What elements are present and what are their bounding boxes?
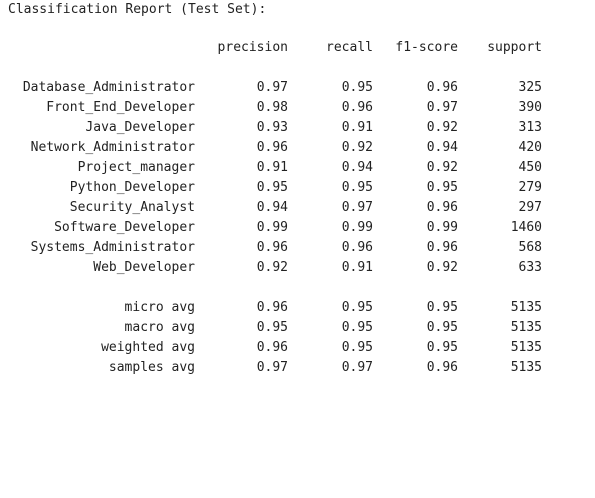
recall-value: 0.96 xyxy=(341,100,373,115)
row-label: weighted avg xyxy=(101,340,195,355)
precision-value: 0.96 xyxy=(256,240,288,255)
support-value: 5135 xyxy=(510,320,542,335)
class-rows: Database_Administrator 0.97 0.95 0.96 32… xyxy=(8,78,595,278)
recall-value: 0.94 xyxy=(341,160,373,175)
support-value: 297 xyxy=(518,200,542,215)
row-label: Network_Administrator xyxy=(30,140,195,155)
row-label: Project_manager xyxy=(77,160,195,175)
row-label: Web_Developer xyxy=(93,260,195,275)
recall-value: 0.95 xyxy=(341,300,373,315)
precision-value: 0.93 xyxy=(256,120,288,135)
precision-value: 0.91 xyxy=(256,160,288,175)
table-header: precision recall f1-score support xyxy=(8,38,595,58)
support-header: support xyxy=(487,40,542,55)
precision-value: 0.99 xyxy=(256,220,288,235)
row-label: Database_Administrator xyxy=(22,80,195,95)
table-row-samples-avg: samples avg 0.97 0.97 0.96 5135 xyxy=(8,358,595,378)
recall-value: 0.95 xyxy=(341,320,373,335)
table-row-software-developer: Software_Developer 0.99 0.99 0.99 1460 xyxy=(8,218,595,238)
f1-score-value: 0.96 xyxy=(426,80,458,95)
f1-score-value: 0.96 xyxy=(426,200,458,215)
table-row-database-administrator: Database_Administrator 0.97 0.95 0.96 32… xyxy=(8,78,595,98)
support-value: 390 xyxy=(518,100,542,115)
recall-value: 0.95 xyxy=(341,180,373,195)
support-value: 568 xyxy=(518,240,542,255)
support-value: 420 xyxy=(518,140,542,155)
f1-score-value: 0.96 xyxy=(426,240,458,255)
table-row-front-end-developer: Front_End_Developer 0.98 0.96 0.97 390 xyxy=(8,98,595,118)
recall-value: 0.92 xyxy=(341,140,373,155)
notebook-output: Classification Report (Test Set): precis… xyxy=(8,0,595,402)
precision-value: 0.96 xyxy=(256,300,288,315)
precision-value: 0.97 xyxy=(256,80,288,95)
f1-score-value: 0.92 xyxy=(426,260,458,275)
blank-line xyxy=(8,278,595,298)
support-value: 5135 xyxy=(510,340,542,355)
recall-value: 0.96 xyxy=(341,240,373,255)
recall-header: recall xyxy=(326,40,373,55)
table-row-security-analyst: Security_Analyst 0.94 0.97 0.96 297 xyxy=(8,198,595,218)
precision-value: 0.98 xyxy=(256,100,288,115)
recall-value: 0.97 xyxy=(341,200,373,215)
f1-score-value: 0.95 xyxy=(426,300,458,315)
f1-score-value: 0.97 xyxy=(426,100,458,115)
row-label: Python_Developer xyxy=(69,180,195,195)
support-value: 450 xyxy=(518,160,542,175)
row-label: macro avg xyxy=(124,320,195,335)
f1-score-value: 0.94 xyxy=(426,140,458,155)
table-row-systems-administrator: Systems_Administrator 0.96 0.96 0.96 568 xyxy=(8,238,595,258)
table-row-macro-avg: macro avg 0.95 0.95 0.95 5135 xyxy=(8,318,595,338)
support-value: 633 xyxy=(518,260,542,275)
precision-value: 0.95 xyxy=(256,320,288,335)
row-label: samples avg xyxy=(108,360,195,375)
row-label: Systems_Administrator xyxy=(30,240,195,255)
classification-report-table: precision recall f1-score support Databa… xyxy=(8,38,595,378)
report-title: Classification Report (Test Set): xyxy=(8,2,267,17)
recall-value: 0.99 xyxy=(341,220,373,235)
f1-score-value: 0.96 xyxy=(426,360,458,375)
support-value: 5135 xyxy=(510,300,542,315)
f1-score-value: 0.95 xyxy=(426,180,458,195)
table-row-web-developer: Web_Developer 0.92 0.91 0.92 633 xyxy=(8,258,595,278)
recall-value: 0.95 xyxy=(341,340,373,355)
recall-value: 0.91 xyxy=(341,120,373,135)
support-value: 279 xyxy=(518,180,542,195)
row-label: Software_Developer xyxy=(54,220,195,235)
recall-value: 0.97 xyxy=(341,360,373,375)
precision-value: 0.96 xyxy=(256,340,288,355)
support-value: 325 xyxy=(518,80,542,95)
row-label: micro avg xyxy=(124,300,195,315)
table-row-java-developer: Java_Developer 0.93 0.91 0.92 313 xyxy=(8,118,595,138)
f1-score-value: 0.99 xyxy=(426,220,458,235)
recall-value: 0.91 xyxy=(341,260,373,275)
precision-value: 0.97 xyxy=(256,360,288,375)
precision-value: 0.96 xyxy=(256,140,288,155)
support-value: 1460 xyxy=(510,220,542,235)
row-label: Java_Developer xyxy=(85,120,195,135)
precision-value: 0.95 xyxy=(256,180,288,195)
support-value: 313 xyxy=(518,120,542,135)
row-label: Front_End_Developer xyxy=(46,100,195,115)
f1-score-header: f1-score xyxy=(395,40,458,55)
f1-score-value: 0.92 xyxy=(426,160,458,175)
f1-score-value: 0.95 xyxy=(426,340,458,355)
recall-value: 0.95 xyxy=(341,80,373,95)
f1-score-value: 0.92 xyxy=(426,120,458,135)
table-row-project-manager: Project_manager 0.91 0.94 0.92 450 xyxy=(8,158,595,178)
average-rows: micro avg 0.96 0.95 0.95 5135 macro avg … xyxy=(8,298,595,378)
f1-score-value: 0.95 xyxy=(426,320,458,335)
support-value: 5135 xyxy=(510,360,542,375)
blank-line xyxy=(8,58,595,78)
precision-value: 0.94 xyxy=(256,200,288,215)
table-row-micro-avg: micro avg 0.96 0.95 0.95 5135 xyxy=(8,298,595,318)
row-label: Security_Analyst xyxy=(69,200,195,215)
table-row-python-developer: Python_Developer 0.95 0.95 0.95 279 xyxy=(8,178,595,198)
table-row-weighted-avg: weighted avg 0.96 0.95 0.95 5135 xyxy=(8,338,595,358)
table-row-network-administrator: Network_Administrator 0.96 0.92 0.94 420 xyxy=(8,138,595,158)
precision-value: 0.92 xyxy=(256,260,288,275)
precision-header: precision xyxy=(217,40,288,55)
